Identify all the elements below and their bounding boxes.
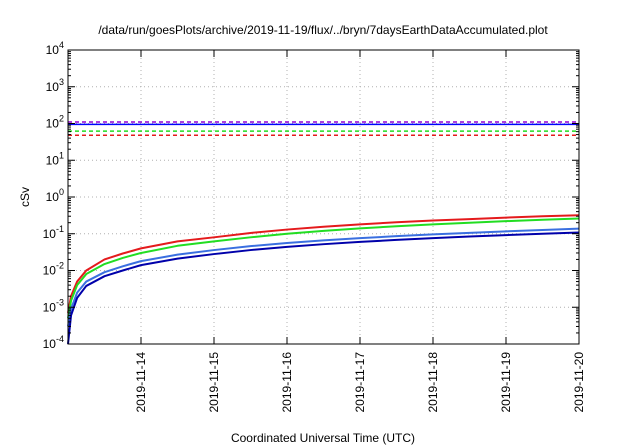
y-tick-label: 104 (46, 40, 64, 57)
y-tick-base: 10 (46, 153, 60, 167)
y-tick-label: 100 (46, 187, 64, 204)
y-tick-exponent: 0 (59, 187, 64, 197)
y-tick-base: 10 (43, 300, 57, 314)
y-tick-label: 10-2 (43, 261, 64, 278)
y-tick-exponent: 2 (59, 114, 64, 124)
x-tick-label: 2019-11-15 (207, 352, 221, 413)
y-tick-label: 10-3 (43, 297, 64, 314)
series-line (67, 214, 580, 314)
grid (68, 50, 579, 344)
y-tick-base: 10 (46, 80, 60, 94)
x-tick-label: 2019-11-14 (134, 352, 148, 413)
series-line (67, 231, 580, 345)
x-tick-label: 2019-11-20 (572, 352, 586, 413)
x-tick-label: 2019-11-16 (280, 352, 294, 413)
x-axis-label: Coordinated Universal Time (UTC) (231, 431, 415, 445)
y-tick-exponent: -1 (56, 224, 64, 234)
y-axis-label: cSv (18, 187, 32, 207)
y-tick-base: 10 (46, 117, 60, 131)
y-tick-exponent: -2 (56, 261, 64, 271)
y-tick-exponent: 4 (59, 40, 64, 50)
y-tick-base: 10 (43, 337, 57, 351)
y-tick-base: 10 (46, 43, 60, 57)
y-tick-base: 10 (43, 227, 57, 241)
y-tick-label: 102 (46, 114, 64, 131)
y-tick-base: 10 (46, 190, 60, 204)
y-tick-label: 10-4 (43, 334, 64, 351)
y-tick-exponent: -4 (56, 334, 64, 344)
y-tick-label: 103 (46, 77, 64, 94)
y-tick-base: 10 (43, 264, 57, 278)
y-tick-label: 10-1 (43, 224, 64, 241)
series-lines (67, 214, 580, 345)
x-tick-label: 2019-11-18 (426, 352, 440, 413)
x-tick-label: 2019-11-17 (353, 352, 367, 413)
y-tick-exponent: 1 (59, 150, 64, 160)
x-axis-ticks: 2019-11-14 2019-11-15 2019-11-16 2019-11-17… (134, 50, 586, 413)
y-tick-label: 101 (46, 150, 64, 167)
x-tick-label: 2019-11-19 (499, 352, 513, 413)
y-tick-exponent: 3 (59, 77, 64, 87)
chart-title: /data/run/goesPlots/archive/2019-11-19/f… (98, 23, 548, 37)
threshold-lines (68, 121, 579, 136)
series-line (67, 227, 580, 327)
series-line (67, 217, 580, 319)
y-tick-exponent: -3 (56, 297, 64, 307)
